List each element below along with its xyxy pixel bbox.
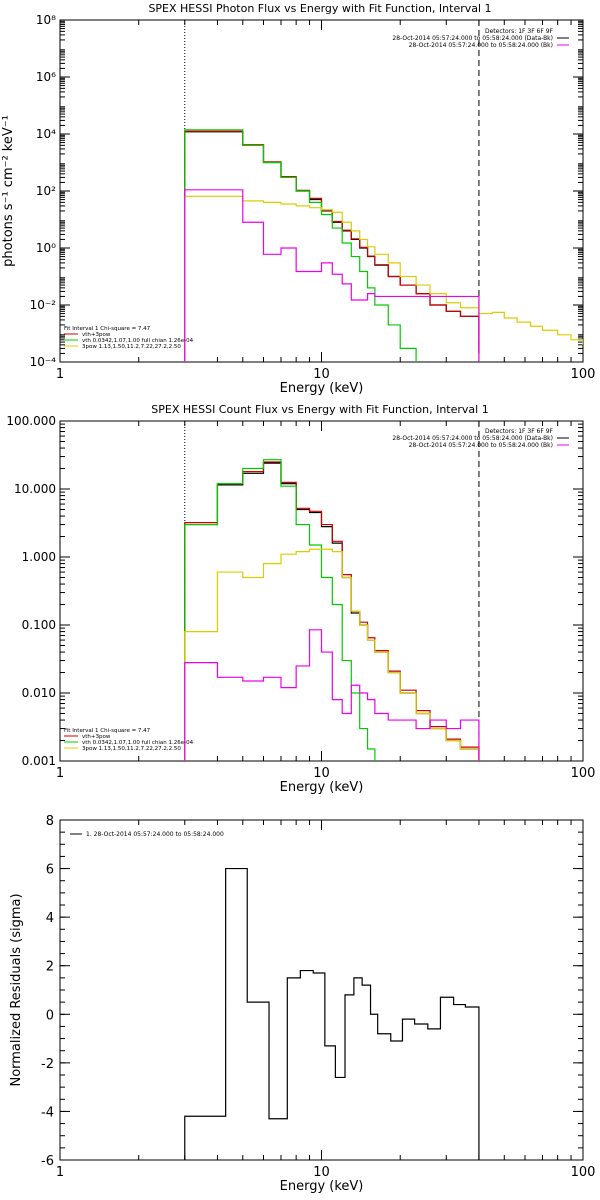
x-tick-label: 1: [56, 367, 64, 382]
detector-legend-text: 28-Oct-2014 05:57:24.000 to 05:58:24.000…: [409, 442, 553, 449]
plot-frame: [59, 819, 584, 1161]
series-line: [184, 129, 417, 362]
residuals-panel: 1 10 100 Energy (keV) -6 -4 -2 0 2 4 6 8 Normalized …: [9, 814, 595, 1194]
detector-legend-text: 28-Oct-2014 05:57:24.000 to 05:58:24.000…: [409, 42, 553, 49]
y-tick-label: 1.000: [22, 550, 56, 564]
y-tick-label: 0.100: [22, 618, 56, 632]
x-tick-label: 100: [571, 766, 596, 781]
x-axis-label: Energy (keV): [280, 780, 364, 795]
detector-legend-text: 28-Oct-2014 05:57:24.000 to 05:58:24.000…: [392, 35, 553, 42]
series-line: [184, 548, 480, 761]
y-tick-label: 8: [46, 814, 54, 829]
series-line: [184, 189, 480, 362]
series-line: [184, 130, 480, 362]
y-tick-label: 10⁸: [36, 13, 56, 27]
photon-flux-title: SPEX HESSI Photon Flux vs Energy with Fi…: [148, 2, 491, 15]
detector-legend-text: 28-Oct-2014 05:57:24.000 to 05:58:24.000…: [392, 435, 553, 442]
y-tick-label: 10²: [36, 184, 56, 198]
x-axis-label: Energy (keV): [280, 381, 364, 396]
y-tick-label: 4: [46, 911, 54, 926]
series-line: [184, 195, 583, 362]
fit-legend-text: 3pow 1.13,1.50,11.2,7.22,27.2,2.50: [82, 344, 181, 350]
fit-legend-text: vth 0.0342,1.07,1.00 full chian 1.26e-04: [82, 740, 194, 746]
y-tick-label: -2: [41, 1057, 54, 1072]
y-tick-label: 0: [46, 1008, 54, 1023]
series-line: [184, 131, 480, 362]
detector-legend-text: Detectors: 1F 3F 6F 9F: [485, 428, 554, 435]
count-flux-title: SPEX HESSI Count Flux vs Energy with Fit…: [151, 403, 488, 416]
fit-legend-text: 3pow 1.13,1.50,11.2,7.22,27.2,2.50: [82, 746, 181, 752]
fit-legend-text: Fit Interval 1 Chi-square = 7.47: [64, 728, 151, 734]
series-line: [184, 629, 480, 761]
y-tick-label: 2: [46, 960, 54, 975]
series-line: [184, 867, 480, 1160]
series-line: [184, 459, 376, 761]
fit-legend-text: Fit Interval 1 Chi-square = 7.47: [64, 326, 151, 332]
y-tick-label: 10⁴: [36, 127, 56, 141]
y-tick-label: 10.000: [14, 482, 56, 496]
x-tick-label: 100: [571, 367, 596, 382]
y-tick-label: 0.001: [22, 754, 56, 768]
plot-frame: [59, 19, 584, 363]
plot-frame: [59, 420, 584, 762]
series-line: [184, 462, 480, 761]
x-axis-label: Energy (keV): [280, 1179, 364, 1194]
y-tick-label: 6: [46, 863, 54, 878]
x-tick-label: 1: [56, 1165, 64, 1180]
y-tick-label: 10⁻⁴: [30, 355, 57, 369]
y-tick-label: 0.010: [22, 686, 56, 700]
residual-legend-text: 1. 28-Oct-2014 05:57:24.000 to 05:58:24.…: [86, 831, 224, 838]
x-tick-label: 10: [313, 1165, 330, 1180]
series-line: [184, 461, 480, 761]
photon-flux-panel: SPEX HESSI Photon Flux vs Energy with Fi…: [1, 2, 595, 396]
detector-legend-text: Detectors: 1F 3F 6F 9F: [485, 28, 554, 35]
fit-legend-text: vth 0.0342,1.07,1.00 full chian 1.26e-04: [82, 338, 194, 344]
fit-legend-text: vth+3pow: [82, 332, 111, 338]
y-tick-label: -6: [41, 1154, 54, 1169]
y-tick-label: 10⁻²: [30, 298, 57, 312]
y-tick-label: 10⁶: [36, 70, 56, 84]
x-tick-label: 1: [56, 766, 64, 781]
count-flux-panel: SPEX HESSI Count Flux vs Energy with Fit…: [6, 403, 595, 795]
x-tick-label: 100: [571, 1165, 596, 1180]
y-tick-label: -4: [41, 1105, 54, 1120]
x-tick-label: 10: [313, 766, 330, 781]
y-tick-label: 10⁰: [36, 241, 56, 255]
y-axis-label: Normalized Residuals (sigma): [9, 893, 24, 1086]
y-tick-label: 100.000: [6, 414, 56, 428]
fit-legend-text: vth+3pow: [82, 734, 111, 740]
y-axis-label: photons s⁻¹ cm⁻² keV⁻¹: [1, 115, 16, 267]
x-tick-label: 10: [313, 367, 330, 382]
